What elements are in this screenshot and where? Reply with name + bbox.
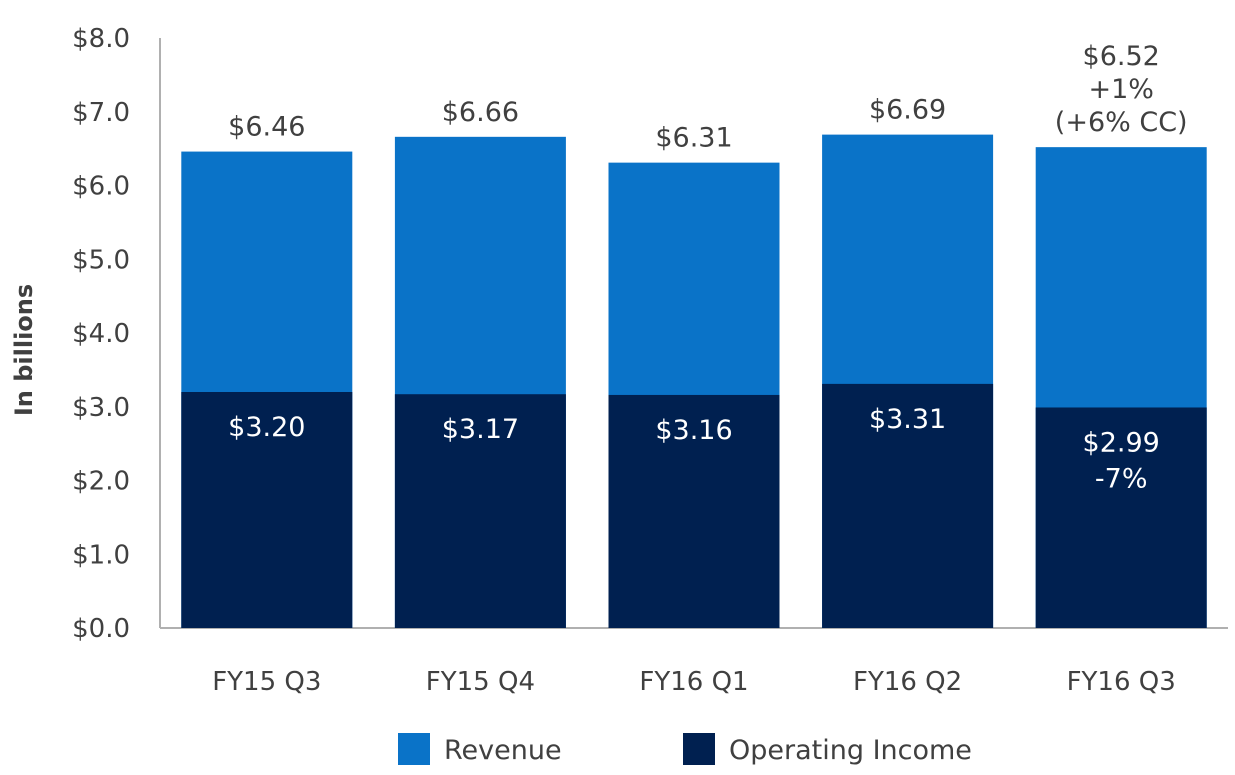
revenue-data-label: $6.46 [228, 112, 305, 143]
revenue-data-label: $6.52 [1083, 41, 1160, 72]
y-tick-label: $2.0 [72, 467, 130, 497]
y-axis-label: In billions [10, 284, 38, 416]
operating-income-bar [608, 394, 780, 628]
legend-label: Operating Income [729, 735, 972, 766]
operating-income-data-label: $3.17 [442, 414, 519, 445]
revenue-data-label: $6.69 [869, 95, 946, 126]
legend-label: Revenue [444, 735, 562, 766]
operating-income-bar [394, 394, 566, 628]
operating-income-data-label: $3.31 [869, 404, 946, 435]
x-category-label: FY16 Q1 [639, 667, 748, 697]
y-tick-label: $7.0 [72, 98, 130, 128]
operating-income-data-label: $3.16 [655, 415, 732, 446]
y-tick-label: $3.0 [72, 393, 130, 423]
revenue-data-label: (+6% CC) [1055, 107, 1188, 138]
y-tick-label: $6.0 [72, 172, 130, 202]
operating-income-data-label: -7% [1095, 463, 1148, 494]
x-category-label: FY16 Q3 [1067, 667, 1176, 697]
y-tick-label: $4.0 [72, 319, 130, 349]
x-category-label: FY16 Q2 [853, 667, 962, 697]
revenue-data-label: +1% [1088, 74, 1153, 105]
revenue-data-label: $6.66 [442, 97, 519, 128]
x-axis-categories: FY15 Q3 FY15 Q4 FY16 Q1 FY16 Q2 FY16 Q3 [212, 667, 1176, 697]
revenue-data-label: $6.31 [655, 123, 732, 154]
x-category-label: FY15 Q3 [212, 667, 321, 697]
operating-income-data-label: $2.99 [1083, 427, 1160, 458]
bars: $6.46 $3.20 $6.66 $3.17 $6.31 $3.16 $6.69 $3.31… [181, 41, 1207, 629]
legend-swatch [683, 733, 715, 765]
legend: Revenue Operating Income [398, 733, 972, 766]
y-tick-label: $5.0 [72, 245, 130, 275]
operating-income-bar [1035, 407, 1207, 628]
y-tick-label: $0.0 [72, 614, 130, 644]
y-tick-label: $1.0 [72, 540, 130, 570]
operating-income-bar [181, 392, 353, 628]
legend-swatch [398, 733, 430, 765]
operating-income-data-label: $3.20 [228, 412, 305, 443]
y-tick-label: $8.0 [72, 24, 130, 54]
x-category-label: FY15 Q4 [426, 667, 535, 697]
y-axis-ticks: $0.0 $1.0 $2.0 $3.0 $4.0 $5.0 $6.0 $7.0 $8.0 [72, 24, 130, 644]
operating-income-bar [822, 383, 994, 628]
